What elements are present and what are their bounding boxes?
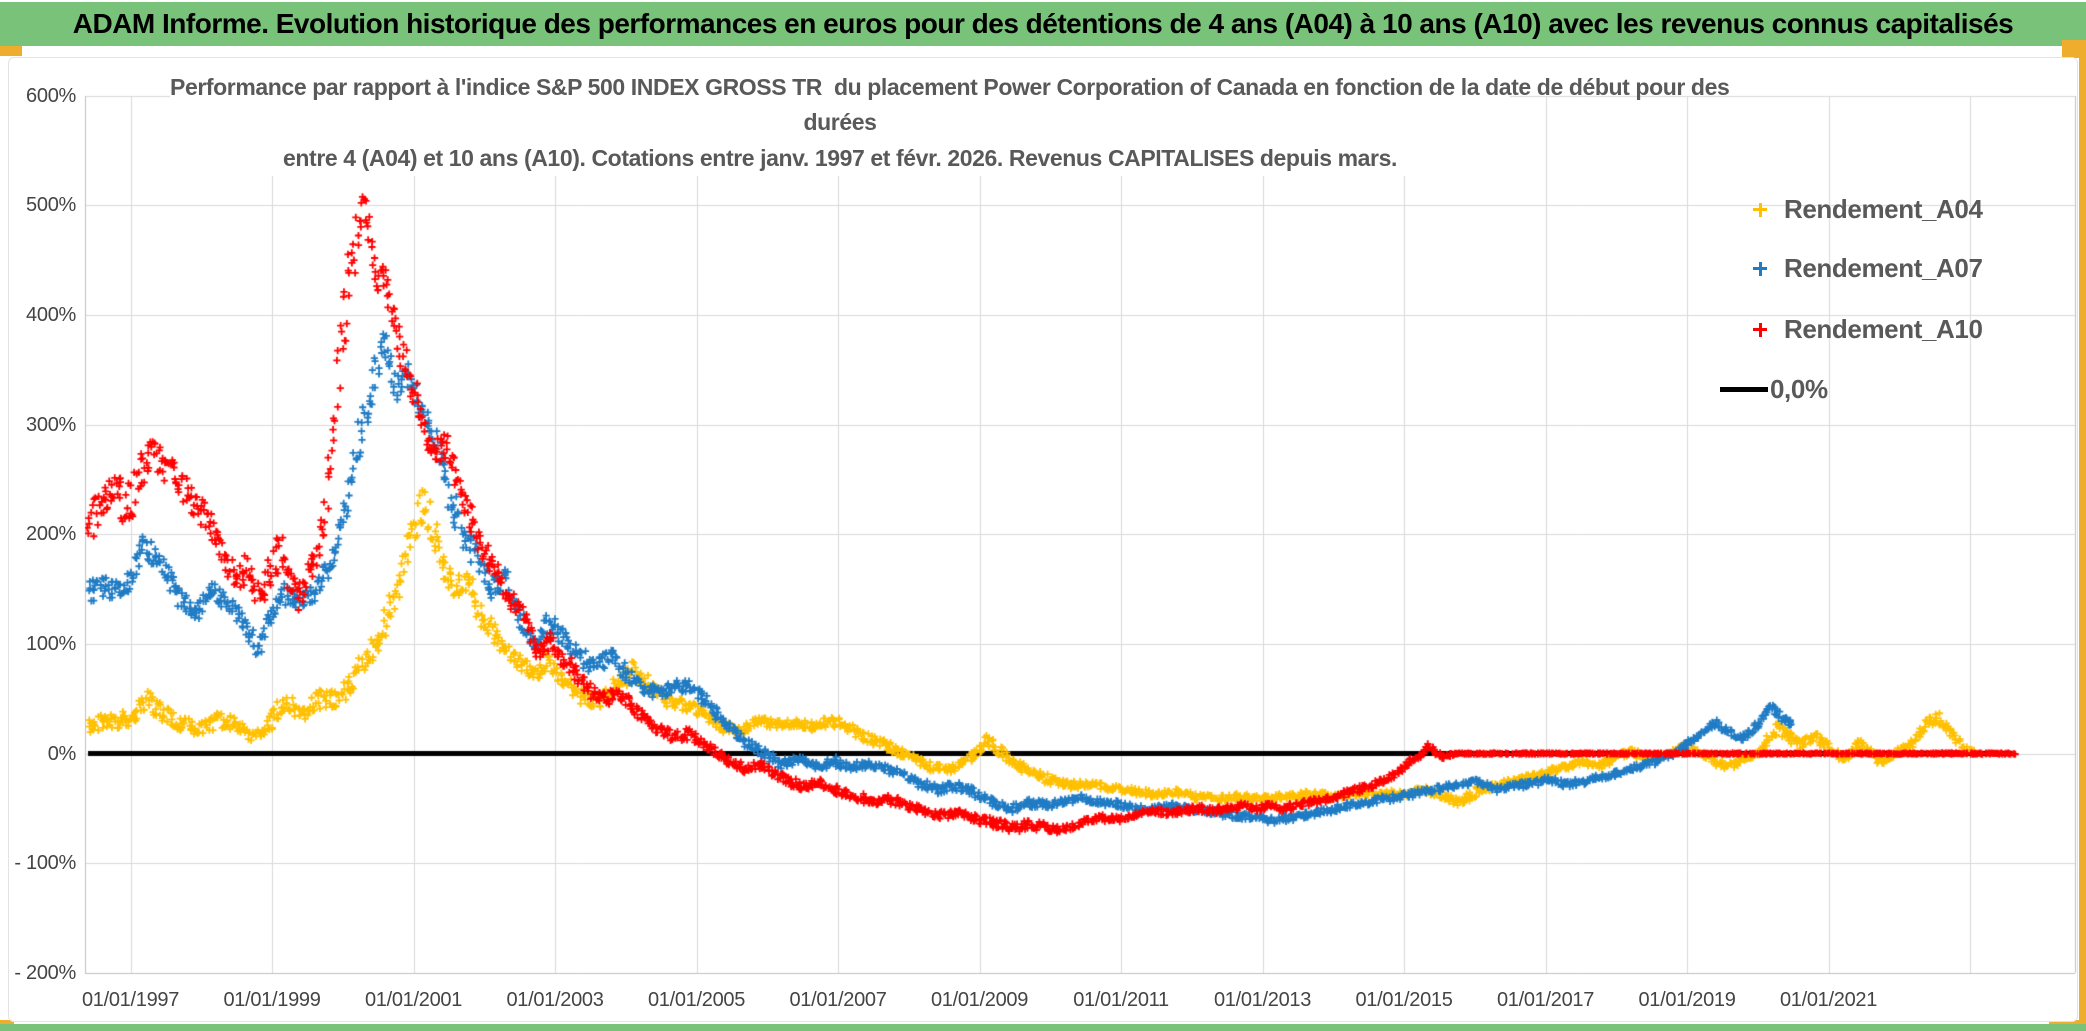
chart-title-line-3: entre 4 (A04) et 10 ans (A10). Cotations… (283, 145, 1397, 171)
legend-label: Rendement_A04 (1784, 194, 1983, 224)
chart-title-line-2: durées (803, 109, 877, 135)
legend-item-rendement-a04[interactable]: Rendement_A04 (1752, 194, 1983, 225)
x-tick-label: 01/01/2015 (1355, 989, 1453, 1011)
x-tick-label: 01/01/2021 (1779, 989, 1878, 1011)
x-tick-label: 01/01/2003 (506, 989, 604, 1011)
plus-marker-icon (1752, 261, 1768, 277)
x-tick-label: 01/01/2009 (930, 989, 1029, 1011)
y-tick-label: - 200% (14, 961, 76, 984)
plus-marker-icon (1752, 202, 1768, 218)
x-tick-label: 01/01/2017 (1496, 989, 1595, 1011)
legend-item-zero-line[interactable]: 0,0% (1720, 374, 1828, 405)
x-tick-label: 01/01/1997 (81, 989, 180, 1011)
x-tick-label: 01/01/2019 (1638, 989, 1736, 1011)
x-tick-label: 01/01/2013 (1213, 989, 1312, 1011)
y-tick-label: - 100% (14, 852, 76, 875)
legend-item-rendement-a10[interactable]: Rendement_A10 (1752, 314, 1983, 345)
y-tick-label: 100% (26, 632, 76, 655)
line-marker-icon (1720, 387, 1768, 392)
x-tick-label: 01/01/2005 (647, 989, 746, 1011)
legend-item-rendement-a07[interactable]: Rendement_A07 (1752, 253, 1983, 284)
x-tick-label: 01/01/1999 (223, 989, 321, 1011)
x-tick-label: 01/01/2007 (789, 989, 887, 1011)
x-tick-label: 01/01/2011 (1073, 989, 1169, 1011)
plus-marker-icon (1752, 322, 1768, 338)
legend-label: Rendement_A10 (1784, 314, 1983, 344)
y-tick-label: 500% (26, 194, 76, 217)
x-tick-label: 01/01/2001 (364, 989, 463, 1011)
legend-label: 0,0% (1770, 374, 1828, 404)
y-tick-label: 200% (26, 523, 76, 546)
y-tick-label: 600% (26, 84, 76, 107)
y-tick-label: 400% (26, 304, 76, 327)
chart-title-line-1: Performance par rapport à l'indice S&P 5… (170, 74, 1730, 100)
legend-label: Rendement_A07 (1784, 253, 1983, 283)
y-tick-label: 300% (26, 413, 76, 436)
y-tick-label: 0% (47, 742, 77, 765)
chart-title: Performance par rapport à l'indice S&P 5… (170, 70, 1730, 176)
